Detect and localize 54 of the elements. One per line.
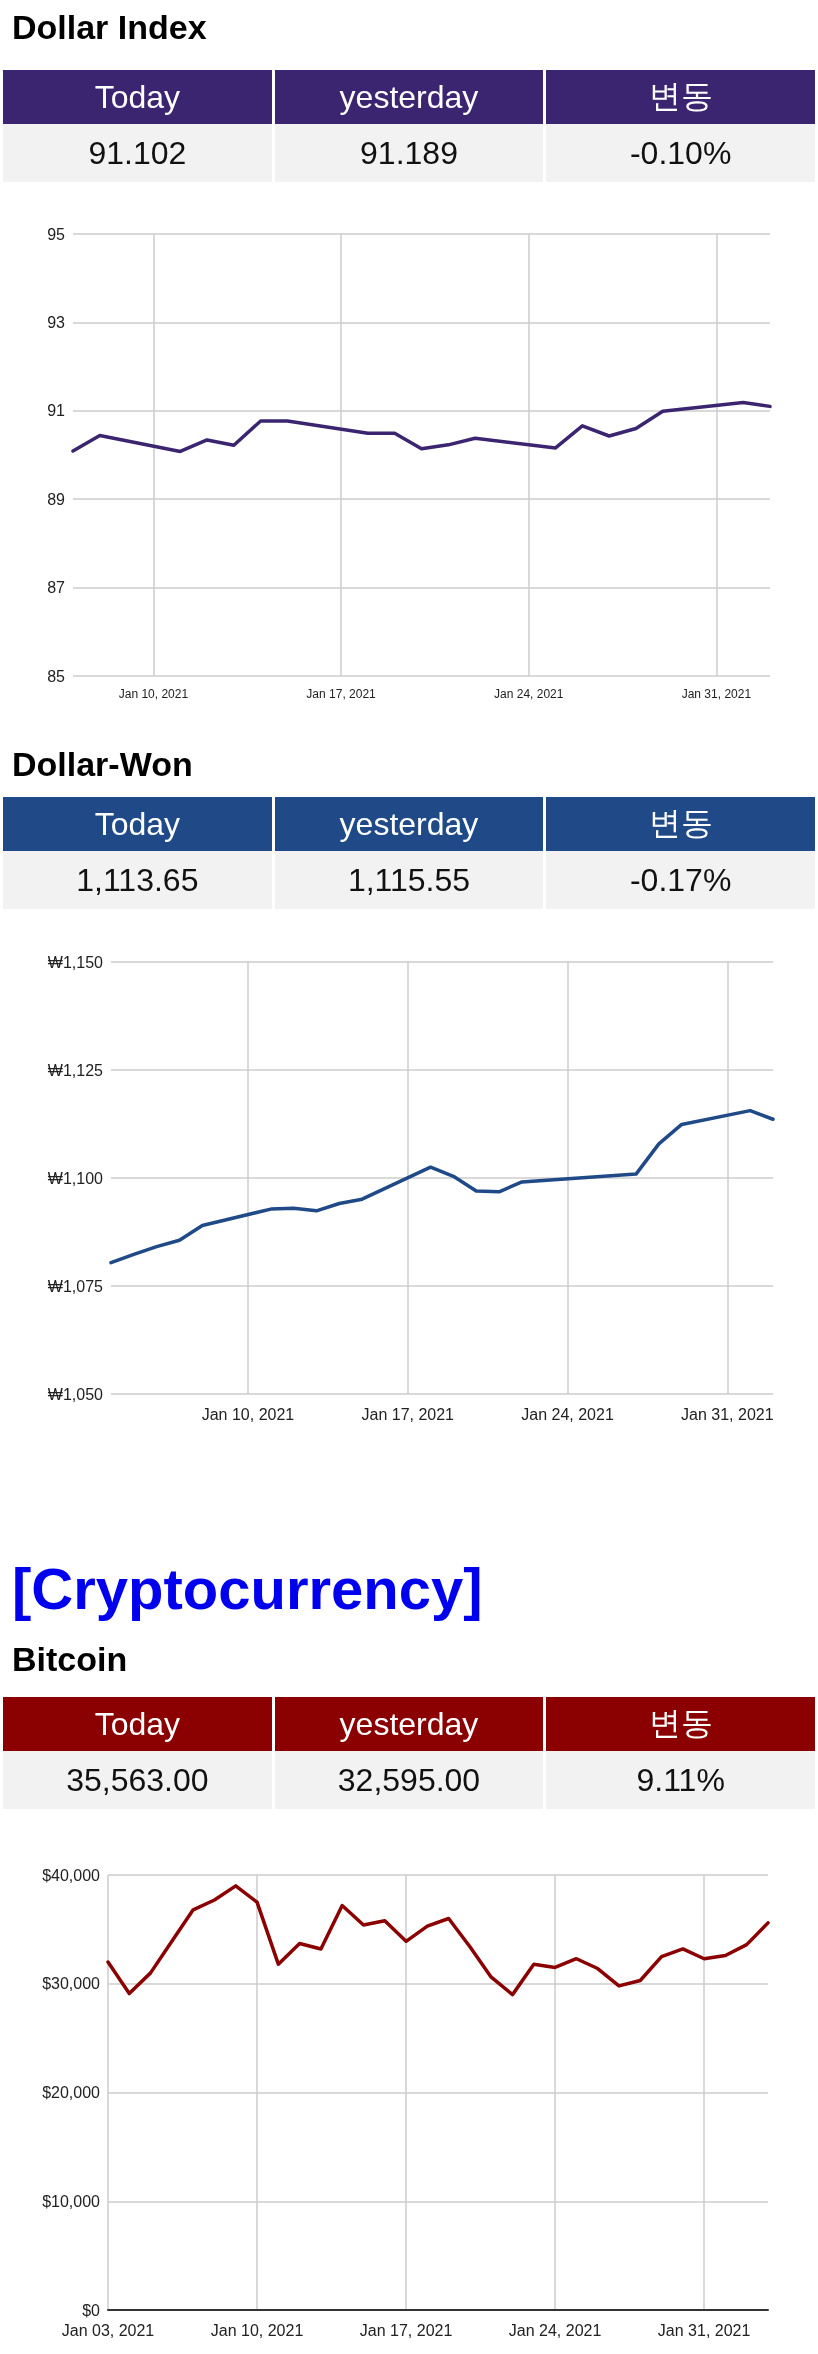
y-tick-label: 85	[47, 667, 66, 685]
y-tick-label: ₩1,075	[47, 1277, 104, 1295]
text: 변동	[546, 70, 815, 124]
x-tick-label: Jan 17, 2021	[361, 1405, 455, 1423]
text: 91.102	[3, 124, 272, 182]
text: Today	[3, 70, 272, 124]
text: yesterday	[274, 797, 544, 851]
x-tick-label: Jan 10, 2021	[118, 687, 189, 701]
x-tick-label: Jan 03, 2021	[61, 2321, 155, 2339]
y-tick-label: 87	[47, 579, 66, 597]
chart-title: Dollar-Won	[12, 745, 193, 784]
x-tick-label: Jan 24, 2021	[494, 687, 564, 701]
x-tick-label: Jan 17, 2021	[306, 687, 377, 701]
y-tick-label: 95	[47, 225, 66, 243]
text: 9.11%	[546, 1751, 815, 1809]
y-tick-label: ₩1,050	[47, 1385, 104, 1403]
y-tick-label: 93	[47, 313, 66, 331]
y-tick-label: $30,000	[42, 1975, 101, 1993]
x-tick-label: Jan 24, 2021	[508, 2321, 602, 2339]
y-tick-label: 91	[47, 402, 66, 420]
x-tick-label: Jan 24, 2021	[521, 1405, 614, 1423]
y-tick-label: ₩1,100	[47, 1169, 104, 1187]
text: 32,595.00	[274, 1751, 544, 1809]
y-tick-label: $40,000	[42, 1866, 101, 1884]
y-tick-label: ₩1,125	[47, 1061, 104, 1079]
y-tick-label: 89	[47, 490, 66, 508]
text: Today	[3, 1697, 272, 1751]
text: yesterday	[274, 70, 544, 124]
x-tick-label: Jan 10, 2021	[201, 1405, 295, 1423]
x-tick-label: Jan 31, 2021	[681, 1405, 774, 1423]
text: 1,113.65	[3, 851, 272, 909]
line-series	[106, 1884, 770, 1997]
x-tick-label: Jan 31, 2021	[657, 2321, 751, 2339]
y-tick-label: $20,000	[42, 2084, 101, 2101]
chart-title: Bitcoin	[12, 1640, 128, 1679]
x-tick-label: Jan 31, 2021	[681, 687, 752, 701]
text: 변동	[546, 1697, 815, 1751]
x-tick-label: Jan 17, 2021	[359, 2321, 453, 2339]
line-series	[71, 400, 772, 454]
text: 변동	[546, 797, 815, 851]
text: 91.189	[274, 124, 544, 182]
y-tick-label: $0	[82, 2301, 101, 2319]
y-tick-label: $10,000	[42, 2192, 101, 2210]
x-tick-label: Jan 10, 2021	[210, 2321, 304, 2339]
chart-subtitle: [Cryptocurrency]	[12, 1555, 483, 1622]
text: 35,563.00	[3, 1751, 272, 1809]
line-series	[109, 1108, 775, 1265]
y-tick-label: ₩1,150	[47, 953, 104, 971]
text: -0.17%	[546, 851, 815, 909]
text: yesterday	[274, 1697, 544, 1751]
text: 1,115.55	[274, 851, 544, 909]
chart-title: Dollar Index	[12, 8, 207, 47]
text: Today	[3, 797, 272, 851]
text: -0.10%	[546, 124, 815, 182]
